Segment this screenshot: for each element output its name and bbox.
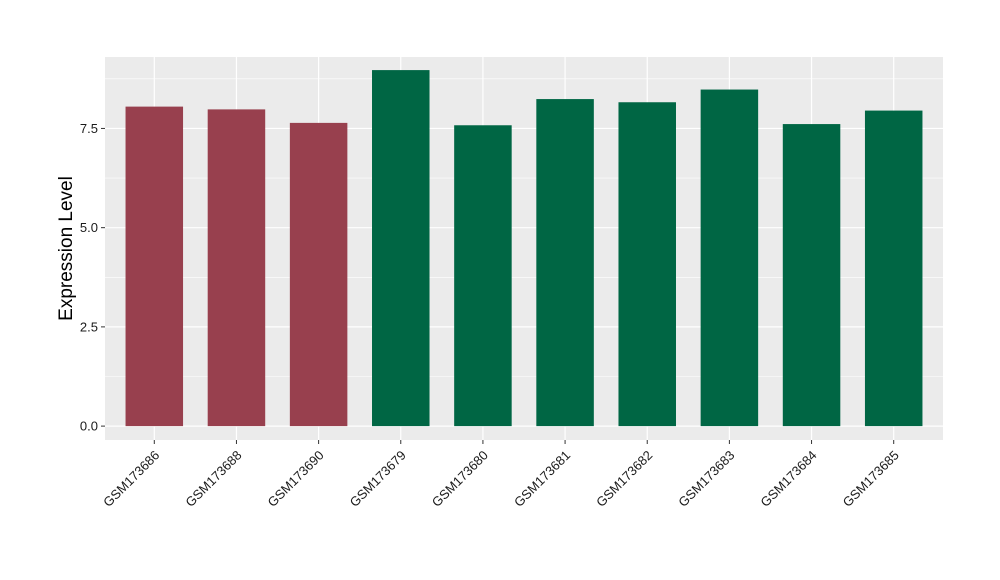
x-tick-label-2: GSM173690 <box>265 448 327 510</box>
x-tick-label-8: GSM173684 <box>757 448 819 510</box>
x-tick-label-4: GSM173680 <box>429 448 491 510</box>
x-tick-label-9: GSM173685 <box>840 448 902 510</box>
x-tick-label-0: GSM173686 <box>100 448 162 510</box>
bar-GSM173682 <box>618 102 676 427</box>
y-axis-ticks: 0.0 2.5 5.0 7.5 <box>80 121 105 434</box>
bar-series <box>125 70 923 427</box>
y-tick-label-0: 0.0 <box>80 419 98 434</box>
bar-GSM173680 <box>454 125 512 427</box>
bar-GSM173690 <box>289 122 348 427</box>
bar-GSM173684 <box>782 124 841 427</box>
x-tick-label-7: GSM173683 <box>675 448 737 510</box>
bar-GSM173686 <box>125 106 184 427</box>
x-tick-label-3: GSM173679 <box>347 448 409 510</box>
bar-GSM173681 <box>536 99 594 427</box>
y-axis-title: Expression Level <box>56 176 77 321</box>
x-tick-label-6: GSM173682 <box>593 448 655 510</box>
y-tick-label-3: 7.5 <box>80 121 98 136</box>
x-axis-ticks: GSM173686 GSM173688 GSM173690 GSM173679 GSM1… <box>100 440 902 510</box>
y-tick-label-2: 5.0 <box>80 220 98 235</box>
x-tick-label-1: GSM173688 <box>182 448 244 510</box>
bar-GSM173688 <box>207 109 266 427</box>
bar-GSM173683 <box>700 89 759 427</box>
bar-GSM173679 <box>372 70 430 427</box>
x-tick-label-5: GSM173681 <box>511 448 573 510</box>
bar-GSM173685 <box>864 110 923 427</box>
y-tick-label-1: 2.5 <box>80 319 98 334</box>
